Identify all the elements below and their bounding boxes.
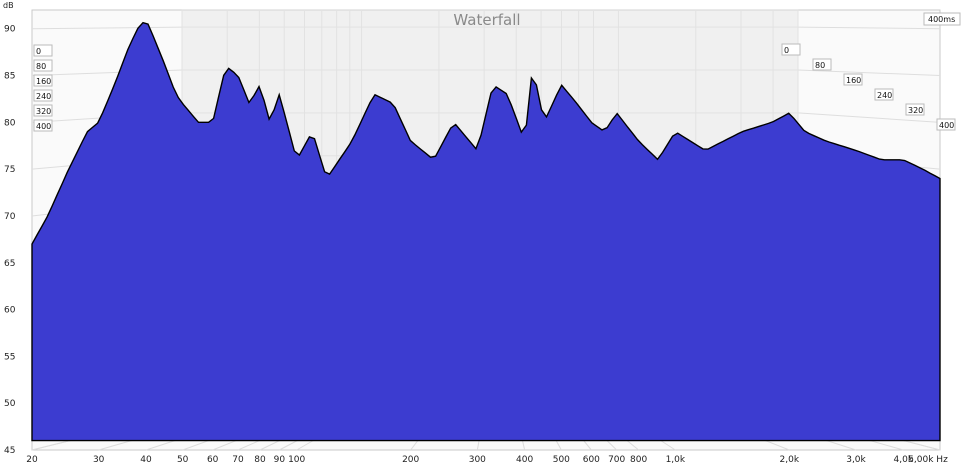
time-tick-box (33, 44, 53, 57)
y-tick-label: 45 (4, 446, 15, 456)
x-tick-label: 30 (93, 455, 105, 465)
y-tick-label: 50 (4, 399, 16, 409)
time-tick-label: 80 (36, 62, 46, 71)
time-tick-box (33, 104, 53, 117)
x-tick-label: 1,0k (666, 455, 686, 465)
x-tick-label: 20 (26, 455, 38, 465)
y-tick-label: 60 (4, 306, 16, 316)
x-tick-label: 2,0k (780, 455, 800, 465)
y-tick-label: 85 (4, 72, 15, 82)
y-tick-label: 90 (4, 25, 16, 35)
x-tick-label: 400 (516, 455, 533, 465)
time-unit-box: 400ms (923, 12, 961, 26)
decay-slice-0ms (31, 21, 941, 442)
time-tick-box (905, 103, 925, 116)
y-tick-label: 70 (4, 212, 16, 222)
y-tick-labels: 45 50 55 60 65 70 75 80 85 90 (4, 25, 16, 456)
x-tick-label: 5,00k Hz (908, 455, 948, 465)
time-tick-box (33, 119, 53, 132)
x-tick-label: 70 (232, 455, 244, 465)
x-tick-label: 300 (469, 455, 486, 465)
x-tick-label: 800 (630, 455, 647, 465)
x-tick-label: 3,0k (846, 455, 866, 465)
x-tick-label: 4,0k (894, 455, 914, 465)
x-tick-label: 40 (140, 455, 152, 465)
x-tick-label: 80 (254, 455, 266, 465)
chart-title: Waterfall (453, 11, 520, 29)
time-tick-box (33, 59, 53, 72)
time-tick-label: 240 (36, 92, 51, 101)
time-tick-label: 400 (36, 122, 51, 131)
y-tick-label: 65 (4, 259, 15, 269)
time-tick-label: 320 (908, 106, 923, 115)
time-tick-label: 240 (877, 91, 892, 100)
x-tick-label: 200 (402, 455, 419, 465)
y-tick-label: 80 (4, 118, 16, 128)
x-tick-label: 100 (288, 455, 305, 465)
time-tick-box (936, 118, 956, 131)
time-tick-label: 0 (36, 47, 41, 56)
y-tick-label: 55 (4, 352, 15, 362)
time-tick-label: 0 (784, 46, 789, 55)
time-tick-box (812, 58, 832, 71)
time-tick-label: 160 (36, 77, 51, 86)
time-tick-box (781, 43, 801, 56)
x-tick-label: 60 (207, 455, 219, 465)
x-tick-label: 500 (553, 455, 570, 465)
time-tick-label: 160 (846, 76, 861, 85)
x-tick-label: 600 (583, 455, 600, 465)
time-tick-label: 80 (815, 61, 825, 70)
time-tick-box (874, 88, 894, 101)
x-tick-label: 50 (177, 455, 189, 465)
time-unit-label: 400ms (928, 15, 955, 24)
y-tick-label: 75 (4, 165, 15, 175)
time-tick-label: 320 (36, 107, 51, 116)
time-tick-box (843, 73, 863, 86)
time-ticks-right: 0 80 160 240 320 400 (781, 43, 956, 131)
time-tick-label: 400 (939, 121, 954, 130)
x-tick-labels: 20 30 40 50 60 70 80 90 100 200 300 400 500 600 700 800… (26, 455, 948, 465)
x-tick-label: 700 (608, 455, 625, 465)
time-tick-box (33, 74, 53, 87)
decay-slices (31, 21, 941, 442)
x-tick-label: 90 (274, 455, 286, 465)
y-axis-label: dB (3, 1, 14, 10)
time-ticks-left: 0 80 160 240 320 400 (33, 44, 53, 132)
time-tick-box (33, 89, 53, 102)
